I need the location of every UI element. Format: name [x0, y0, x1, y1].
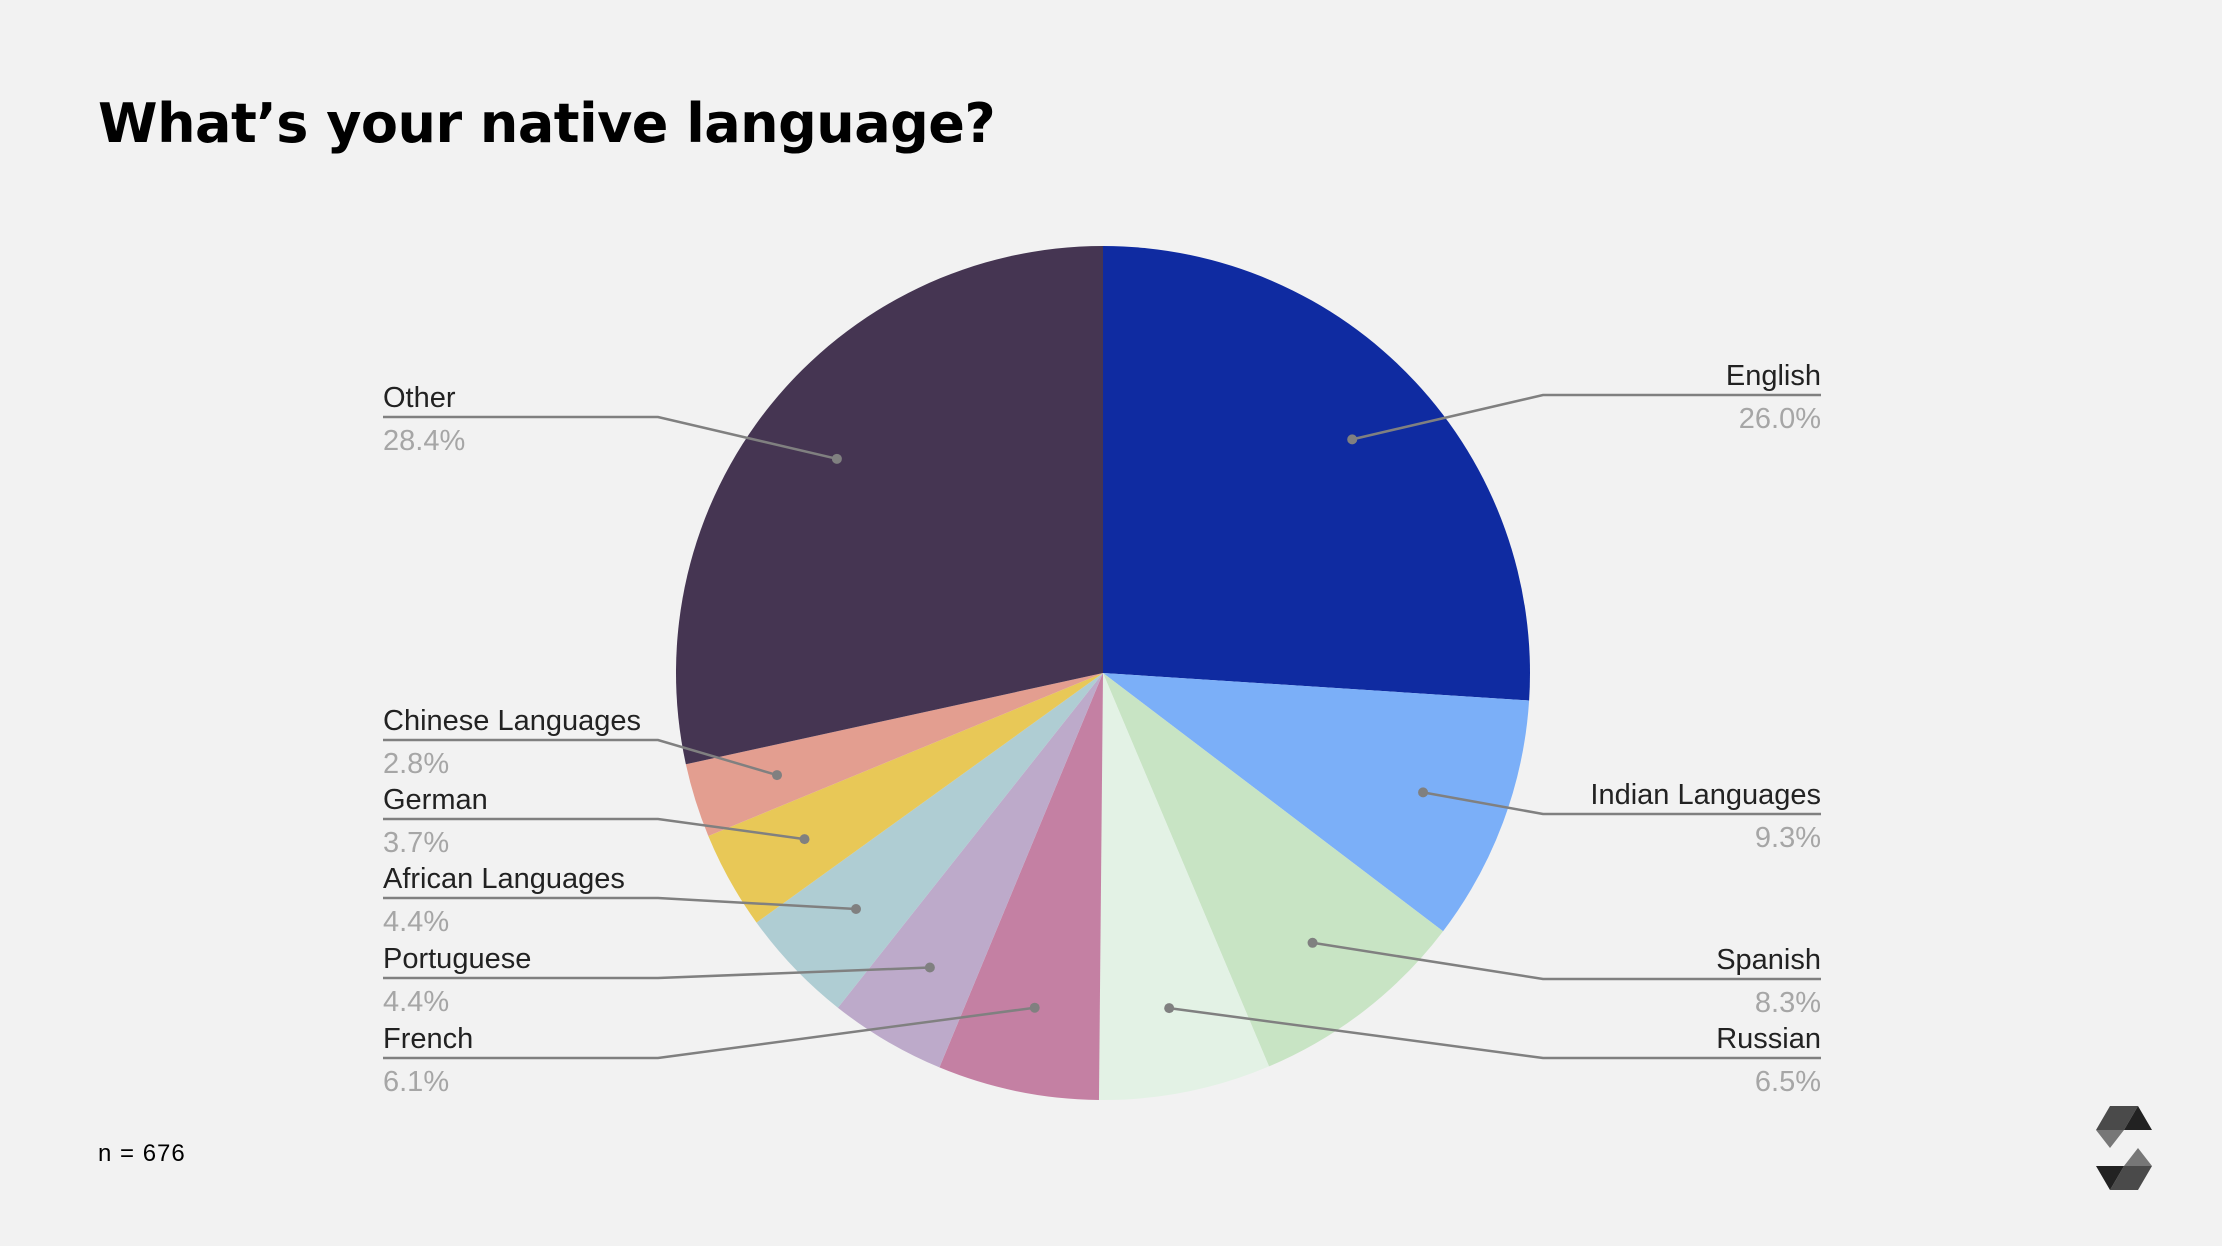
pie-slice-indian-languages [1103, 673, 1530, 932]
leader-line-portuguese [383, 966, 930, 980]
leader-line-german [383, 817, 805, 841]
slice-label-french: French [383, 1023, 473, 1055]
leader-dot-african-languages [851, 903, 862, 914]
pie-slice-african-languages [756, 673, 1103, 1008]
slice-value-spanish: 8.3% [1755, 987, 1821, 1019]
slice-label-english: English [1726, 360, 1821, 392]
slice-value-african-languages: 4.4% [383, 906, 449, 938]
slice-label-german: German [383, 784, 488, 816]
leader-line-french [383, 1006, 1035, 1060]
pie-slice-english [1103, 246, 1530, 701]
slice-label-spanish: Spanish [1716, 944, 1821, 976]
slice-value-russian: 6.5% [1755, 1066, 1821, 1098]
slice-label-portuguese: Portuguese [383, 943, 531, 975]
slice-value-indian-languages: 9.3% [1755, 822, 1821, 854]
leader-dot-portuguese [924, 962, 935, 973]
slice-label-african-languages: African Languages [383, 863, 625, 895]
slice-label-other: Other [383, 382, 456, 414]
slice-value-chinese-languages: 2.8% [383, 748, 449, 780]
leader-dot-english [1347, 434, 1358, 445]
solidity-logo-icon [2096, 1106, 2152, 1190]
slice-label-russian: Russian [1716, 1023, 1821, 1055]
leader-dot-other [831, 453, 842, 464]
slice-label-indian-languages: Indian Languages [1590, 779, 1821, 811]
leader-line-indian-languages [1422, 791, 1821, 816]
slice-value-other: 28.4% [383, 425, 465, 457]
pie-slice-french [939, 673, 1103, 1100]
leader-line-russian [1169, 1006, 1821, 1060]
slice-value-french: 6.1% [383, 1066, 449, 1098]
leader-dot-spanish [1307, 937, 1318, 948]
sample-size: n = 676 [98, 1140, 186, 1167]
slice-value-english: 26.0% [1739, 403, 1821, 435]
slice-labels: English 26.0% Indian Languages 9.3% Spanish 8… [383, 360, 1821, 1098]
pie-slice-spanish [1103, 673, 1444, 1067]
leader-dot-chinese-languages [772, 770, 783, 781]
leader-dot-french [1029, 1002, 1040, 1013]
pie-slice-german [708, 673, 1103, 923]
pie-slice-other [676, 246, 1103, 765]
leader-line-chinese-languages [383, 738, 778, 777]
leader-line-african-languages [383, 896, 857, 911]
pie-slice-russian [1098, 673, 1270, 1100]
leader-line-english [1351, 393, 1821, 441]
leader-dot-russian [1164, 1003, 1175, 1014]
label-leaders [383, 393, 1821, 1060]
slice-label-chinese-languages: Chinese Languages [383, 705, 641, 737]
leader-dot-indian-languages [1418, 787, 1429, 798]
leader-line-spanish [1312, 941, 1821, 981]
slice-value-german: 3.7% [383, 827, 449, 859]
leader-dot-german [799, 834, 810, 845]
slice-value-portuguese: 4.4% [383, 986, 449, 1018]
leader-line-other [383, 415, 838, 461]
pie-slice-chinese-languages [685, 673, 1103, 836]
slide-title: What’s your native language? [98, 92, 996, 155]
